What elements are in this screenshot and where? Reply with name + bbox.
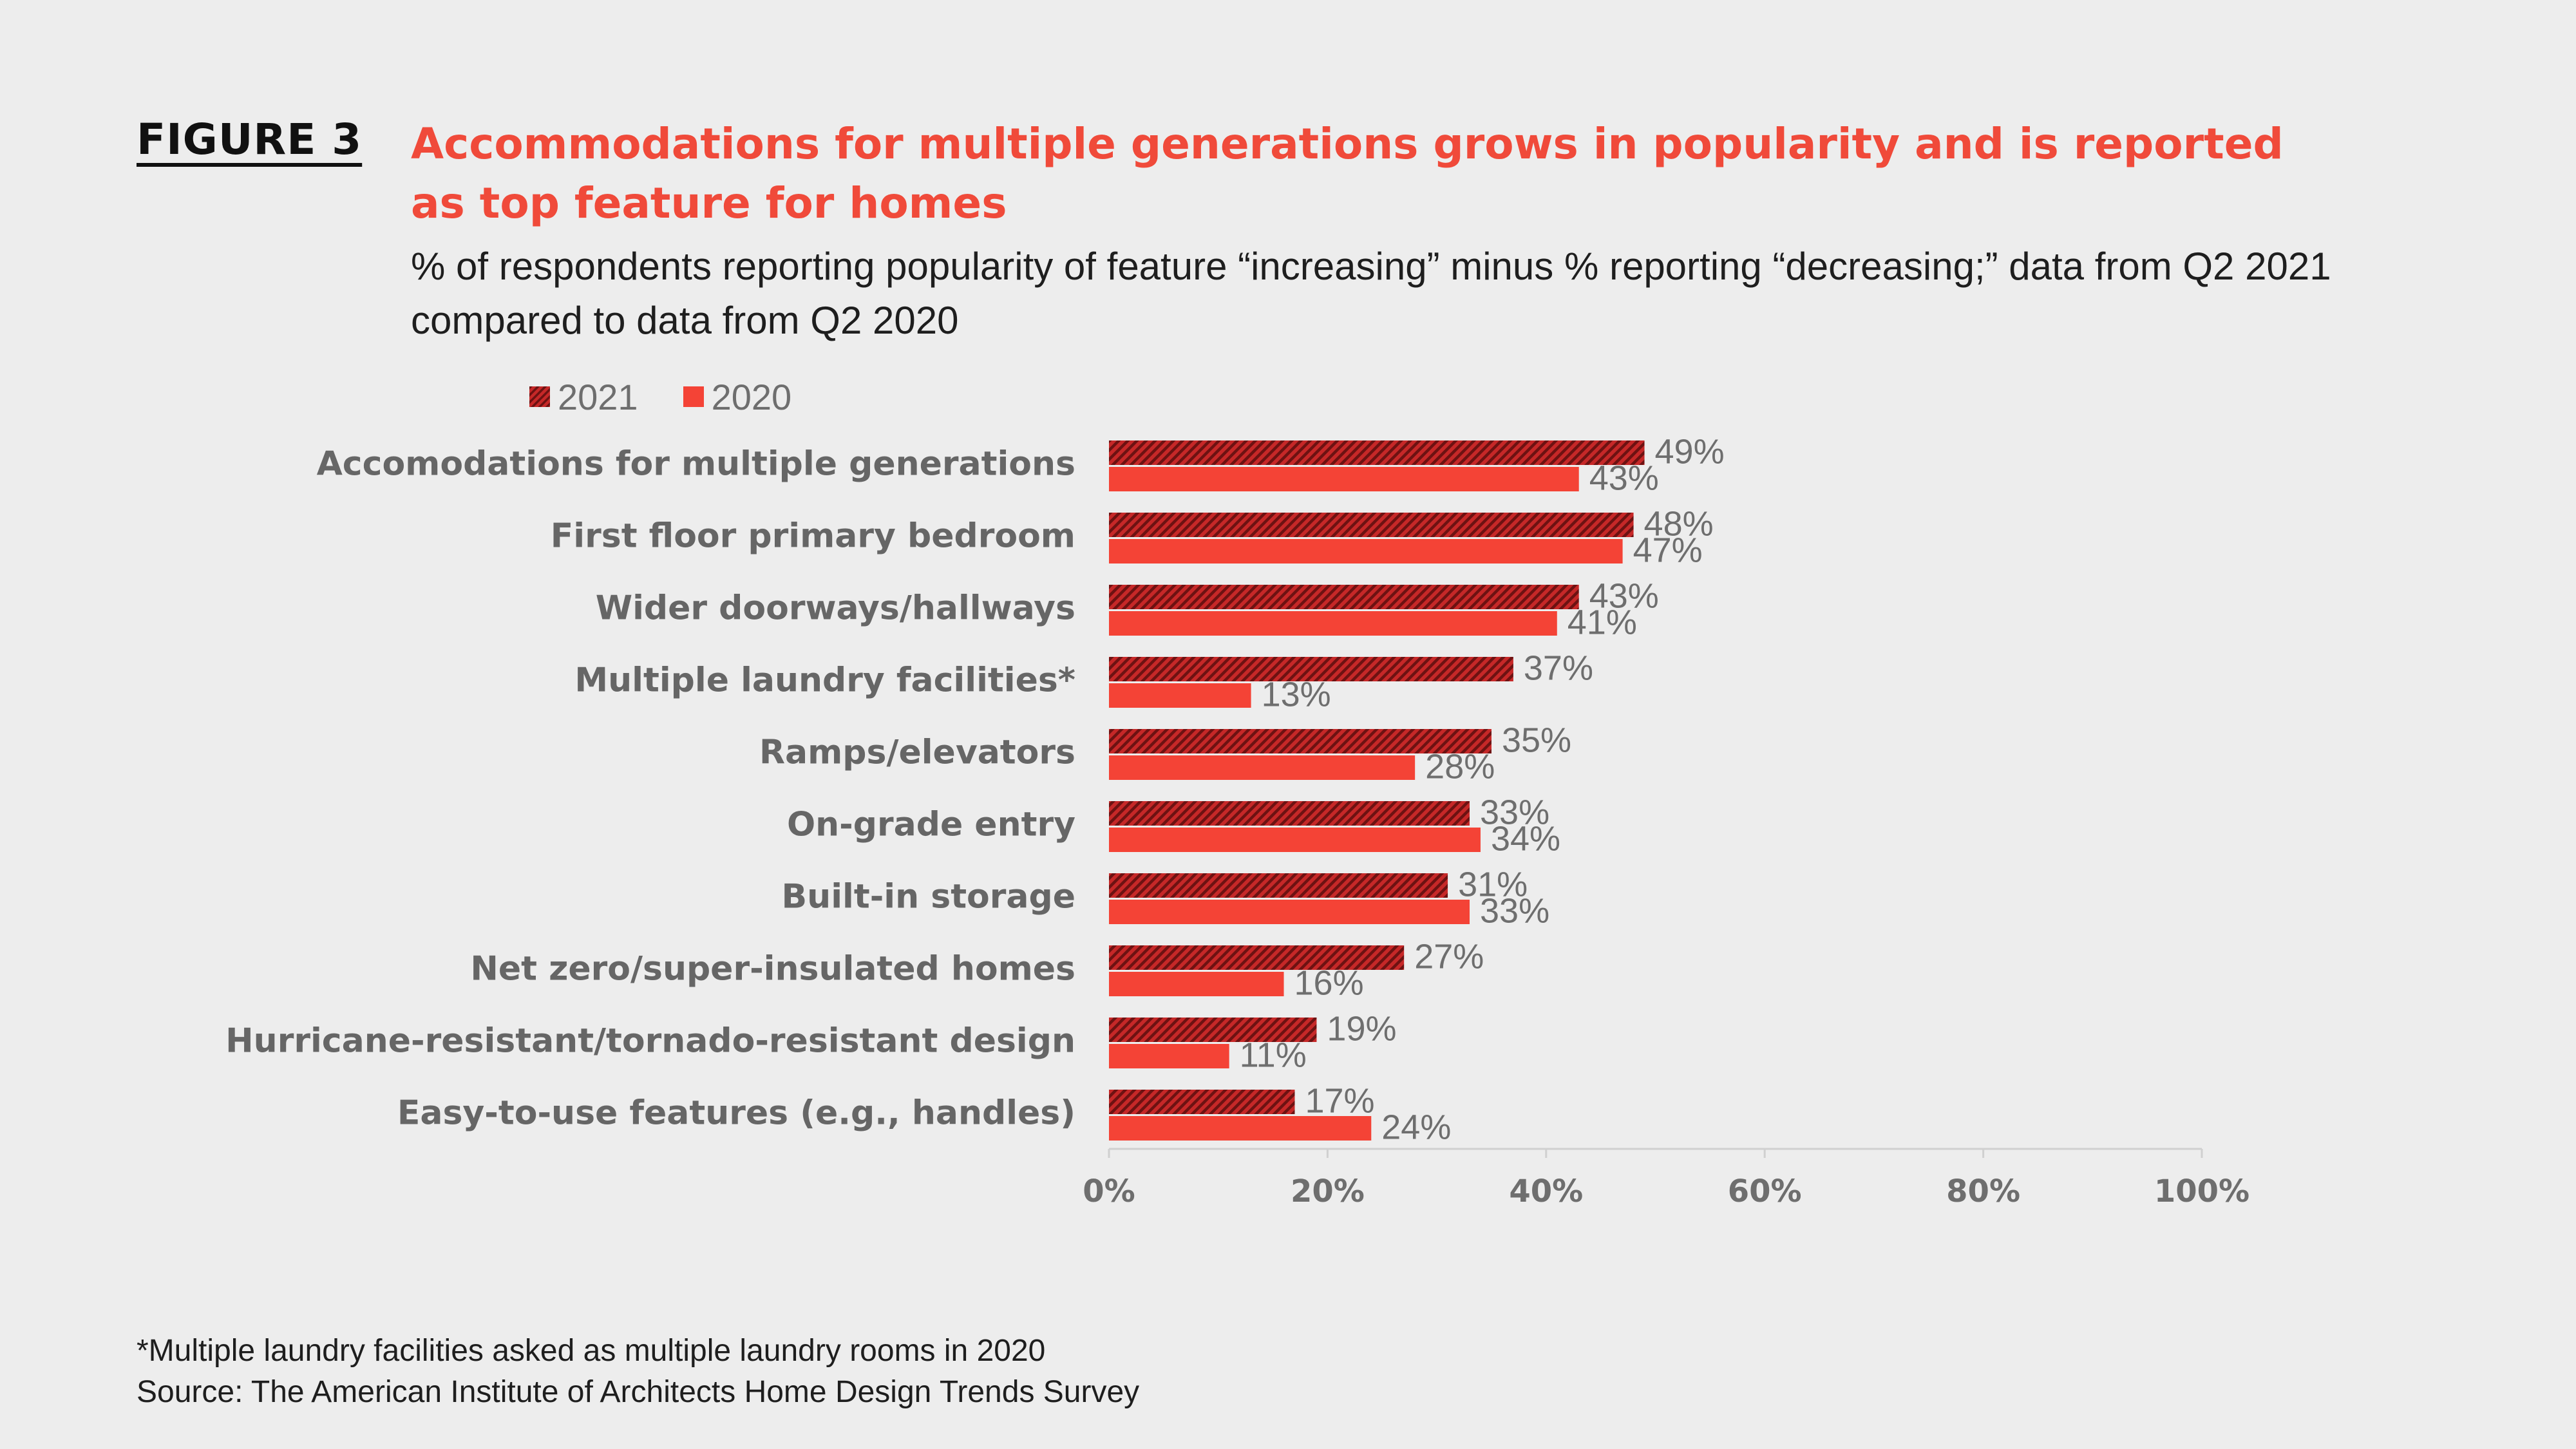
- bar-2020: [1109, 467, 1579, 491]
- data-label-2020: 16%: [1294, 963, 1364, 1002]
- bar-2020: [1109, 539, 1623, 564]
- bars-layer: Accomodations for multiple generations 49…: [225, 432, 1724, 1146]
- bar-2020: [1109, 1044, 1229, 1068]
- data-label-2020: 41%: [1567, 603, 1637, 641]
- bar-2020: [1109, 755, 1416, 780]
- data-label-2021: 19%: [1327, 1009, 1396, 1048]
- x-tick-label: 80%: [1946, 1173, 2020, 1209]
- data-label-2020: 13%: [1262, 675, 1331, 714]
- category-label: Net zero/super-insulated homes: [470, 950, 1075, 989]
- legend-label-2021: 2021: [558, 376, 638, 417]
- bar-2021: [1109, 801, 1470, 826]
- x-tick-label: 0%: [1083, 1173, 1135, 1209]
- legend-label-2020: 2020: [711, 376, 792, 417]
- data-label-2020: 28%: [1425, 747, 1495, 786]
- category-label: Easy-to-use features (e.g., handles): [397, 1094, 1075, 1133]
- data-label-2021: 48%: [1644, 504, 1714, 543]
- data-label-2021: 49%: [1655, 432, 1725, 471]
- footnotes: *Multiple laundry facilities asked as mu…: [137, 1331, 1139, 1413]
- legend-swatch-2021: [529, 386, 550, 407]
- chart-legend: 2021 2020: [529, 376, 837, 418]
- bar-2021: [1109, 1018, 1317, 1042]
- data-label-2020: 43%: [1589, 459, 1659, 497]
- x-tick-label: 40%: [1509, 1173, 1583, 1209]
- bar-2020: [1109, 972, 1284, 996]
- category-label: Built-in storage: [782, 878, 1075, 916]
- chart-subtitle: % of respondents reporting popularity of…: [411, 245, 2331, 342]
- legend-swatch-2020: [683, 386, 704, 407]
- bar-2021: [1109, 657, 1513, 681]
- legend-item-2021: 2021: [529, 376, 638, 418]
- category-label: Wider doorways/hallways: [596, 589, 1075, 628]
- data-label-2021: 43%: [1589, 576, 1659, 615]
- bar-2020: [1109, 683, 1251, 708]
- x-tick-label: 20%: [1291, 1173, 1365, 1209]
- x-tick-label: 60%: [1728, 1173, 1802, 1209]
- x-tick-label: 100%: [2154, 1173, 2249, 1209]
- bar-2021: [1109, 1090, 1295, 1114]
- data-label-2021: 17%: [1305, 1081, 1374, 1120]
- bar-2020: [1109, 900, 1470, 924]
- data-label-2021: 31%: [1458, 865, 1528, 904]
- data-label-2020: 47%: [1633, 531, 1703, 569]
- category-label: Hurricane-resistant/tornado-resistant de…: [225, 1022, 1075, 1061]
- legend-item-2020: 2020: [683, 376, 792, 418]
- footnote-laundry: *Multiple laundry facilities asked as mu…: [137, 1334, 1046, 1368]
- footnote-source: Source: The American Institute of Archit…: [137, 1375, 1140, 1409]
- data-label-2020: 33%: [1480, 891, 1549, 930]
- category-label: First floor primary bedroom: [551, 517, 1075, 556]
- category-label: Ramps/elevators: [759, 734, 1075, 772]
- bar-2021: [1109, 945, 1405, 970]
- x-axis-ticks: 0% 20% 40% 60% 80% 100%: [1083, 1149, 2249, 1209]
- data-label-2021: 33%: [1480, 793, 1549, 831]
- bar-2021: [1109, 585, 1579, 609]
- category-label: Multiple laundry facilities*: [574, 661, 1075, 700]
- bar-2020: [1109, 611, 1557, 636]
- bar-2021: [1109, 873, 1448, 898]
- bar-2021: [1109, 513, 1634, 537]
- bar-2020: [1109, 828, 1481, 852]
- data-label-2020: 34%: [1491, 819, 1560, 858]
- category-label: Accomodations for multiple generations: [317, 445, 1075, 484]
- chart-title: Accommodations for multiple generations …: [411, 119, 2284, 228]
- figure-label: FIGURE 3: [137, 115, 363, 164]
- data-label-2021: 37%: [1524, 649, 1593, 687]
- data-label-2021: 27%: [1414, 937, 1484, 976]
- bar-2021: [1109, 729, 1492, 753]
- data-label-2021: 35%: [1502, 721, 1571, 759]
- data-label-2020: 24%: [1381, 1108, 1451, 1146]
- category-label: On-grade entry: [787, 806, 1075, 844]
- bar-2021: [1109, 440, 1645, 465]
- data-label-2020: 11%: [1240, 1036, 1307, 1074]
- bar-2020: [1109, 1116, 1372, 1141]
- bar-chart: Accomodations for multiple generations 49…: [225, 432, 2249, 1209]
